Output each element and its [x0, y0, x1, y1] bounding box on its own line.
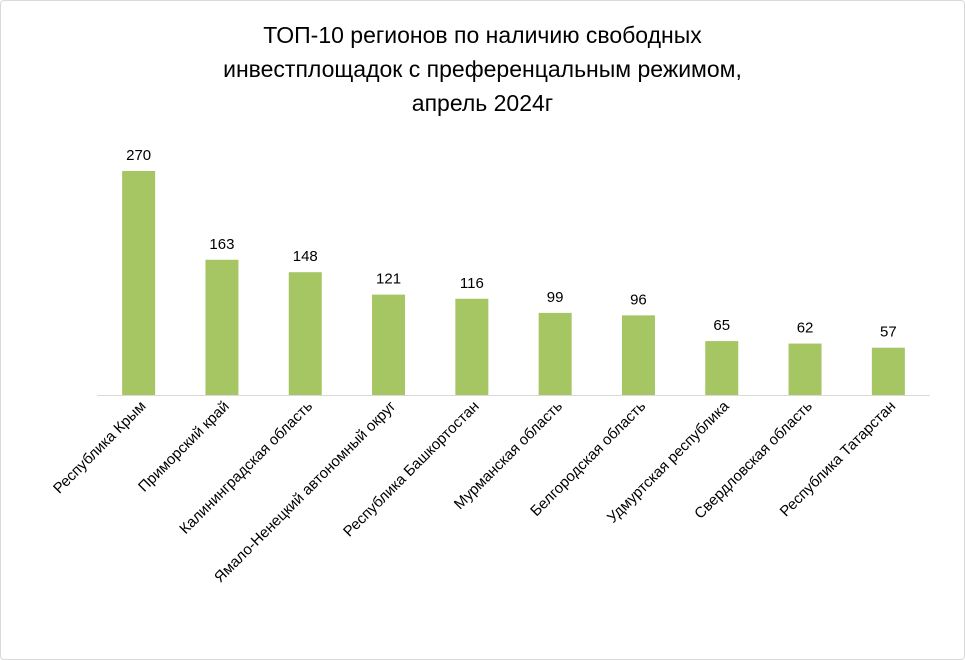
- data-label: 65: [713, 317, 730, 334]
- data-label: 57: [880, 324, 897, 341]
- chart-title-line: инвестплощадок с преференцальным режимом…: [223, 56, 742, 82]
- data-label: 270: [126, 147, 151, 164]
- bar: [288, 272, 322, 395]
- data-label: 96: [630, 291, 647, 308]
- bar: [538, 312, 572, 395]
- data-label: 116: [460, 275, 484, 292]
- data-label: 62: [797, 320, 814, 337]
- bar: [455, 298, 489, 395]
- data-label: 148: [293, 248, 318, 265]
- bar: [788, 343, 822, 395]
- category-label: Ямало-Ненецкий автономный округ: [211, 397, 400, 586]
- bar: [205, 259, 239, 395]
- chart-title-line: ТОП-10 регионов по наличию свободных: [263, 22, 702, 48]
- bar: [871, 347, 905, 395]
- chart-title-line: апрель 2024г: [411, 90, 554, 116]
- bar: [372, 294, 406, 395]
- category-label: Республика Башкортостан: [340, 398, 483, 541]
- data-label: 121: [376, 271, 401, 288]
- category-label: Республика Крым: [50, 398, 149, 497]
- bar: [621, 315, 655, 395]
- category-label: Калининградская область: [176, 398, 316, 538]
- category-label: Приморский край: [135, 398, 233, 496]
- bar: [705, 341, 739, 395]
- data-label: 99: [547, 289, 564, 306]
- data-label: 163: [209, 236, 234, 253]
- bar: [122, 171, 156, 395]
- chart-title: ТОП-10 регионов по наличию свободных инв…: [0, 18, 965, 120]
